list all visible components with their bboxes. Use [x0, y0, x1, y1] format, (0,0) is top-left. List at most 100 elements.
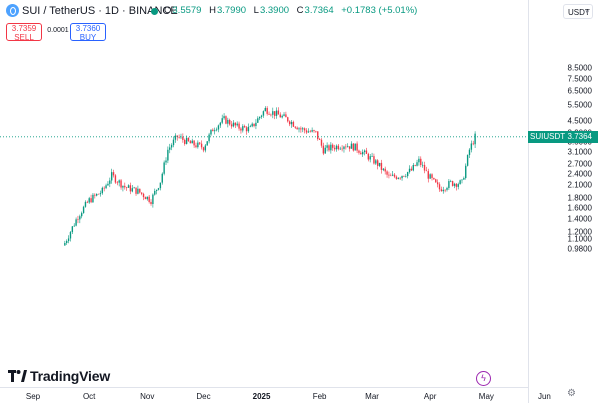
candle	[185, 137, 188, 144]
candle	[193, 140, 195, 146]
candle	[418, 158, 420, 163]
open-value: 3.5579	[172, 5, 202, 16]
candle	[408, 168, 411, 173]
candle	[155, 189, 158, 191]
candle	[214, 130, 216, 132]
time-tick-label: Oct	[82, 392, 96, 401]
candle	[339, 148, 341, 150]
candle	[116, 182, 118, 184]
candle	[251, 123, 253, 127]
candle	[167, 149, 169, 161]
candle	[69, 232, 72, 239]
candle	[446, 187, 448, 190]
candle	[376, 160, 379, 166]
chevron-down-icon: ▾	[585, 9, 589, 16]
candle	[154, 190, 156, 195]
candle	[112, 172, 115, 176]
candle	[444, 189, 446, 191]
candle	[99, 193, 102, 195]
candle	[90, 198, 92, 203]
candle	[197, 142, 199, 148]
price-tick-label: 3.1000	[567, 147, 592, 157]
candle	[266, 107, 268, 114]
candle	[144, 197, 147, 200]
candle	[195, 145, 197, 148]
candle	[330, 144, 332, 151]
price-tick-label: 1.8000	[567, 193, 592, 203]
candle	[433, 177, 435, 180]
price-tick-label: 0.9800	[567, 244, 592, 254]
low-label: L	[253, 5, 259, 16]
candle	[438, 184, 441, 190]
candle	[107, 183, 109, 186]
candle	[315, 131, 317, 132]
candlestick-chart[interactable]	[0, 0, 528, 387]
candle	[165, 160, 167, 163]
low-value: 3.3900	[259, 5, 290, 16]
candle	[152, 194, 154, 205]
candle	[463, 178, 465, 180]
buy-button[interactable]: 3.7360 BUY	[70, 23, 106, 41]
candle	[455, 183, 458, 187]
lightning-icon[interactable]: ϟ	[476, 371, 491, 386]
candle	[139, 188, 141, 193]
candle	[172, 139, 175, 146]
time-tick-label: Mar	[365, 392, 379, 401]
close-label: C	[296, 5, 304, 16]
candle	[472, 143, 474, 145]
candle	[227, 119, 229, 124]
candle	[352, 143, 355, 151]
candle	[204, 145, 207, 151]
candle	[466, 154, 469, 166]
candle	[363, 150, 366, 153]
candle	[199, 142, 201, 144]
time-tick-label: Feb	[312, 392, 327, 401]
candle	[272, 111, 274, 115]
candle	[225, 116, 227, 124]
candle	[453, 183, 456, 186]
candle	[412, 165, 414, 171]
candle	[229, 119, 231, 125]
candle	[425, 170, 428, 172]
price-tick-label: 1.1000	[567, 234, 592, 244]
candle	[362, 152, 364, 155]
candle	[169, 147, 171, 150]
time-tick-label: Nov	[140, 392, 155, 401]
candle	[337, 145, 340, 150]
candle	[343, 146, 345, 149]
candle	[210, 129, 212, 135]
candle	[440, 189, 443, 192]
candle	[240, 128, 242, 131]
candle	[350, 143, 353, 149]
gear-icon[interactable]: ⚙	[567, 388, 576, 399]
candle	[313, 130, 315, 132]
candle	[345, 146, 347, 148]
candle	[356, 143, 358, 151]
candle	[142, 193, 145, 198]
candle	[64, 243, 66, 246]
candle	[414, 165, 416, 166]
time-axis[interactable]: Sep Oct Nov Dec 2025 Feb Mar Apr May Jun	[0, 387, 551, 404]
candle	[206, 141, 208, 146]
candle	[92, 194, 94, 203]
candle	[300, 128, 302, 130]
candle	[75, 219, 77, 226]
candle	[67, 238, 70, 242]
sell-button[interactable]: 3.7359 SELL	[6, 23, 42, 41]
symbol-title[interactable]: SUI / TetherUS · 1D · BINANCE	[22, 5, 178, 17]
high-label: H	[209, 5, 216, 16]
candle	[373, 156, 375, 164]
candle	[277, 110, 280, 115]
symbol-header: SUI / TetherUS · 1D · BINANCE O3.5579 H3…	[0, 0, 528, 22]
candle	[255, 122, 257, 127]
currency-selector[interactable]: USDT ▾	[563, 4, 593, 19]
price-axis[interactable]: 8.50007.50006.50005.50004.50003.90003.50…	[528, 0, 600, 403]
candle	[236, 123, 238, 126]
candle	[335, 145, 338, 150]
candle	[182, 136, 184, 140]
candle	[281, 115, 283, 118]
candle	[448, 181, 450, 188]
tradingview-wordmark: TradingView	[30, 368, 111, 384]
candle	[298, 128, 300, 130]
candle	[245, 127, 248, 132]
